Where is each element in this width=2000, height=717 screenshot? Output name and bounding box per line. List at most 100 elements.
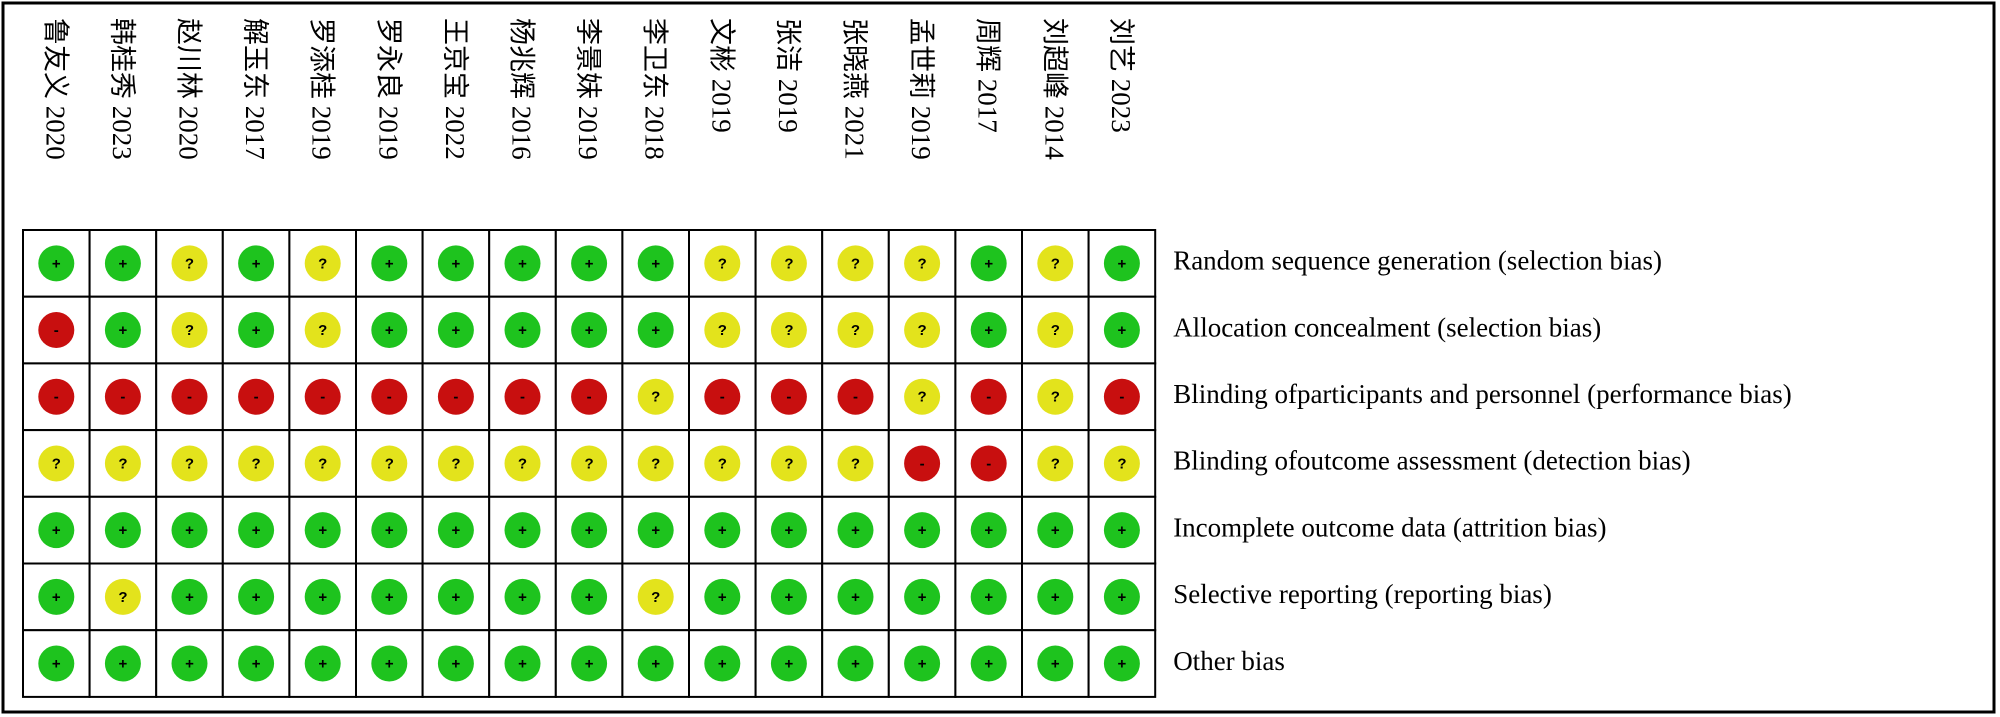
judgment-symbol: - (587, 389, 592, 406)
judgment-dot (38, 445, 75, 482)
judgment-symbol: + (385, 322, 394, 339)
study-label: 孟世莉 2019 (906, 18, 936, 160)
judgment-dot (437, 245, 474, 282)
judgment-dot (637, 378, 674, 415)
judgment-symbol: ? (1051, 255, 1060, 272)
judgment-dot (1103, 312, 1140, 349)
judgment-symbol: + (385, 255, 394, 272)
judgment-symbol: + (718, 656, 727, 673)
judgment-symbol: + (252, 255, 261, 272)
judgment-symbol: ? (784, 255, 793, 272)
judgment-symbol: ? (1117, 455, 1126, 472)
judgment-symbol: ? (518, 455, 527, 472)
judgment-symbol: + (318, 656, 327, 673)
judgment-symbol: + (119, 255, 128, 272)
judgment-dot (770, 445, 807, 482)
judgment-symbol: ? (918, 255, 927, 272)
study-label: 张晓燕 2021 (840, 18, 870, 160)
judgment-symbol: + (185, 522, 194, 539)
judgment-dot (1037, 245, 1074, 282)
judgment-dot (704, 312, 741, 349)
judgment-dot (304, 312, 341, 349)
judgment-symbol: ? (252, 455, 261, 472)
judgment-symbol: + (252, 322, 261, 339)
judgment-symbol: + (318, 589, 327, 606)
judgment-dot (104, 245, 141, 282)
judgment-symbol: - (54, 389, 59, 406)
judgment-dot (371, 578, 408, 615)
study-label: 李卫东 2018 (640, 18, 670, 160)
study-label: 刘超峰 2014 (1039, 18, 1069, 160)
judgment-dot (970, 512, 1007, 549)
study-label: 解玉东 2017 (240, 18, 270, 160)
judgment-symbol: ? (318, 322, 327, 339)
judgment-dot (571, 245, 608, 282)
judgment-dot (371, 245, 408, 282)
judgment-symbol: - (453, 389, 458, 406)
judgment-symbol: + (119, 522, 128, 539)
judgment-symbol: + (585, 322, 594, 339)
judgment-dot (704, 578, 741, 615)
judgment-dot (504, 245, 541, 282)
judgment-symbol: + (984, 589, 993, 606)
judgment-dot (38, 378, 75, 415)
judgment-dot (1037, 645, 1074, 682)
judgment-dot (1037, 312, 1074, 349)
judgment-dot (304, 645, 341, 682)
judgment-dot (1037, 445, 1074, 482)
judgment-symbol: + (185, 656, 194, 673)
judgment-dot (371, 312, 408, 349)
judgment-dot (371, 378, 408, 415)
judgment-symbol: + (385, 589, 394, 606)
judgment-dot (1103, 445, 1140, 482)
judgment-symbol: ? (918, 322, 927, 339)
judgment-symbol: - (986, 455, 991, 472)
study-label: 鲁友义 2020 (40, 18, 70, 160)
study-label: 周辉 2017 (973, 18, 1003, 133)
judgment-dot (770, 645, 807, 682)
judgment-dot (104, 578, 141, 615)
study-label: 李景妹 2019 (573, 18, 603, 160)
judgment-symbol: + (185, 589, 194, 606)
judgment-symbol: + (452, 255, 461, 272)
judgment-symbol: + (518, 322, 527, 339)
judgment-dot (104, 378, 141, 415)
judgment-dot (171, 245, 208, 282)
study-label: 王京宝 2022 (440, 18, 470, 160)
judgment-dot (104, 645, 141, 682)
judgment-symbol: ? (118, 455, 127, 472)
judgment-symbol: + (585, 522, 594, 539)
judgment-dot (637, 445, 674, 482)
judgment-dot (238, 578, 275, 615)
study-label: 赵川林 2020 (174, 18, 204, 160)
judgment-dot (637, 512, 674, 549)
judgment-dot (238, 512, 275, 549)
judgment-symbol: - (54, 322, 59, 339)
judgment-dot (437, 312, 474, 349)
judgment-symbol: ? (718, 455, 727, 472)
domain-label: Blinding ofoutcome assessment (detection… (1173, 446, 1690, 476)
judgment-symbol: + (1051, 656, 1060, 673)
judgment-symbol: + (452, 656, 461, 673)
judgment-dot (1103, 245, 1140, 282)
judgment-symbol: ? (651, 389, 660, 406)
judgment-symbol: + (119, 322, 128, 339)
judgment-symbol: ? (52, 455, 61, 472)
domain-label: Incomplete outcome data (attrition bias) (1173, 512, 1606, 542)
judgment-dot (171, 445, 208, 482)
judgment-dot (238, 245, 275, 282)
domain-label: Other bias (1173, 646, 1285, 676)
judgment-dot (1103, 645, 1140, 682)
judgment-dot (38, 245, 75, 282)
judgment-symbol: ? (185, 455, 194, 472)
judgment-dot (437, 645, 474, 682)
judgment-symbol: + (851, 589, 860, 606)
judgment-symbol: + (318, 522, 327, 539)
judgment-symbol: + (52, 255, 61, 272)
study-label: 张洁 2019 (773, 18, 803, 133)
judgment-symbol: + (785, 589, 794, 606)
judgment-symbol: - (520, 389, 525, 406)
judgment-dot (171, 578, 208, 615)
judgment-symbol: + (851, 656, 860, 673)
